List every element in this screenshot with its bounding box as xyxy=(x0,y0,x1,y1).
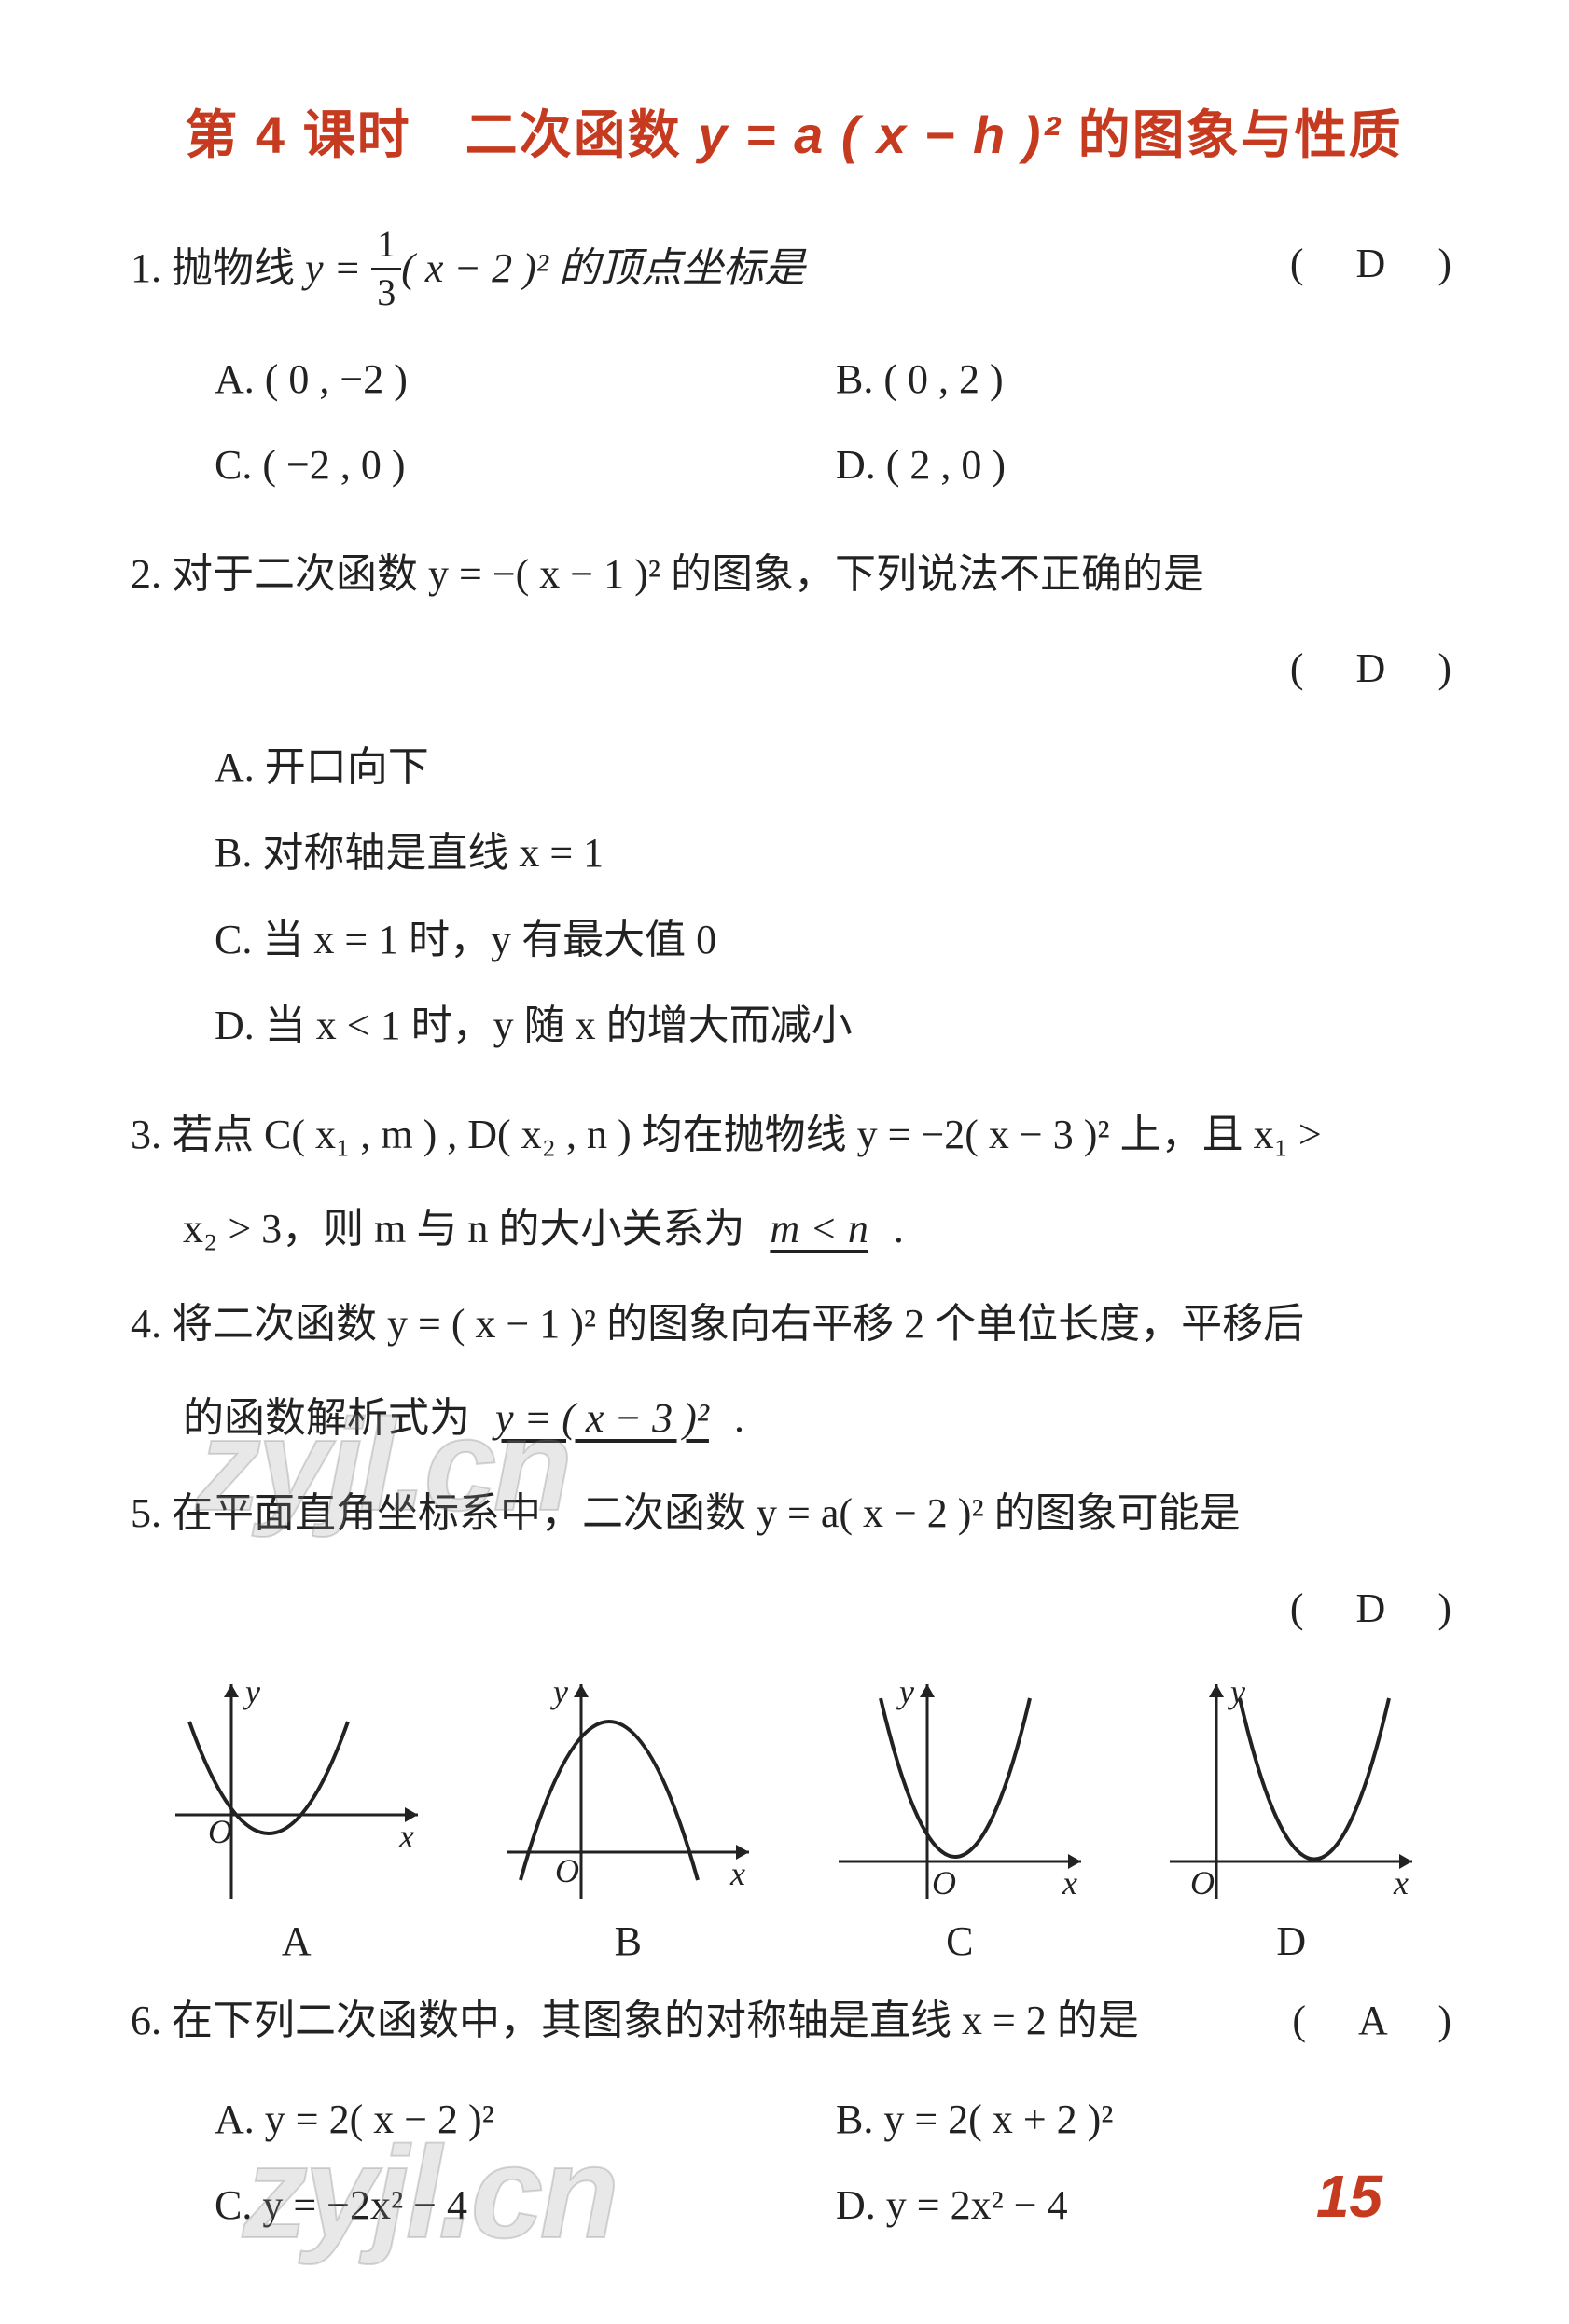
q2-number: 2. xyxy=(131,551,172,597)
q1-number: 1. xyxy=(131,245,172,291)
q6-opt-a: A. y = 2( x − 2 )² xyxy=(215,2077,836,2163)
question-3: 3. 若点 C( x₁ , m ) , D( x₂ , n ) 均在抛物线 y … xyxy=(131,1096,1457,1174)
q1-stem: 抛物线 y = 13( x − 2 )² 的顶点坐标是 xyxy=(172,245,805,291)
graph-c: O x y C xyxy=(820,1666,1100,1965)
q4-stem-line2-post: . xyxy=(734,1395,744,1441)
title-prefix: 第 4 课时 二次函数 xyxy=(185,105,698,164)
svg-text:x: x xyxy=(1062,1864,1077,1902)
q5-number: 5. xyxy=(131,1490,172,1536)
q2-opt-b: B. 对称轴是直线 x = 1 xyxy=(215,810,1457,896)
q6-answer: ( A ) xyxy=(1292,1982,1457,2060)
page-number: 15 xyxy=(1316,2162,1382,2231)
q3-stem-line2-pre: x₂ > 3，则 m 与 n 的大小关系为 xyxy=(183,1206,744,1252)
q4-number: 4. xyxy=(131,1301,172,1347)
q6-stem: 在下列二次函数中，其图象的对称轴是直线 x = 2 的是 xyxy=(172,1998,1139,2043)
svg-text:y: y xyxy=(550,1673,568,1710)
q2-opt-c: C. 当 x = 1 时，y 有最大值 0 xyxy=(215,897,1457,983)
graph-b-svg: O x y xyxy=(488,1666,768,1908)
svg-text:x: x xyxy=(1393,1864,1409,1902)
q1-opt-c: C. ( −2 , 0 ) xyxy=(215,422,836,508)
q6-opt-c: C. y = −2x² − 4 xyxy=(215,2163,836,2248)
question-6: 6. 在下列二次函数中，其图象的对称轴是直线 x = 2 的是 ( A ) xyxy=(131,1982,1457,2060)
question-4: 4. 将二次函数 y = ( x − 1 )² 的图象向右平移 2 个单位长度，… xyxy=(131,1285,1457,1363)
question-2: 2. 对于二次函数 y = −( x − 1 )² 的图象，下列说法不正确的是 xyxy=(131,535,1457,614)
question-3-line2: x₂ > 3，则 m 与 n 的大小关系为 m < n . xyxy=(131,1190,1457,1268)
graph-b-label: B xyxy=(488,1917,768,1965)
q5-answer: ( D ) xyxy=(1290,1570,1457,1648)
q1-answer: ( D ) xyxy=(1290,225,1457,303)
q3-number: 3. xyxy=(131,1112,172,1157)
q2-stem: 对于二次函数 y = −( x − 1 )² 的图象，下列说法不正确的是 xyxy=(172,551,1204,597)
question-5-ansline: ( D ) xyxy=(131,1570,1457,1648)
q1-stem-pre: 抛物线 xyxy=(172,245,305,291)
svg-text:O: O xyxy=(932,1864,956,1902)
question-5: 5. 在平面直角坐标系中，二次函数 y = a( x − 2 )² 的图象可能是 xyxy=(131,1474,1457,1553)
graph-c-svg: O x y xyxy=(820,1666,1100,1908)
q6-number: 6. xyxy=(131,1998,172,2043)
q6-opt-b: B. y = 2( x + 2 )² xyxy=(836,2077,1457,2163)
graph-a: O x y A xyxy=(157,1666,437,1965)
q2-opt-d: D. 当 x < 1 时，y 随 x 的增大而减小 xyxy=(215,983,1457,1069)
svg-text:O: O xyxy=(555,1852,579,1889)
title-suffix: 的图象与性质 xyxy=(1062,105,1403,164)
question-1: 1. 抛物线 y = 13( x − 2 )² 的顶点坐标是 ( D ) xyxy=(131,225,1457,320)
graph-a-label: A xyxy=(157,1917,437,1965)
q5-stem: 在平面直角坐标系中，二次函数 y = a( x − 2 )² 的图象可能是 xyxy=(172,1490,1241,1536)
graph-b: O x y B xyxy=(488,1666,768,1965)
svg-text:x: x xyxy=(398,1818,414,1855)
title-formula: y = a ( x − h )² xyxy=(698,105,1062,164)
q1-opt-d: D. ( 2 , 0 ) xyxy=(836,422,1457,508)
graph-a-svg: O x y xyxy=(157,1666,437,1908)
graph-c-label: C xyxy=(820,1917,1100,1965)
q1-fraction: 13 xyxy=(371,221,401,316)
q6-options: A. y = 2( x − 2 )² B. y = 2( x + 2 )² C.… xyxy=(215,2077,1457,2249)
q1-opt-a: A. ( 0 , −2 ) xyxy=(215,337,836,422)
graph-d-svg: O x y xyxy=(1151,1666,1431,1908)
q2-opt-a: A. 开口向下 xyxy=(215,725,1457,810)
q4-blank-answer: y = ( x − 3 )² xyxy=(480,1395,724,1441)
graph-d-label: D xyxy=(1151,1917,1431,1965)
lesson-title: 第 4 课时 二次函数 y = a ( x − h )² 的图象与性质 xyxy=(131,93,1457,169)
worksheet-page: 第 4 课时 二次函数 y = a ( x − h )² 的图象与性质 1. 抛… xyxy=(0,0,1569,2324)
svg-text:O: O xyxy=(208,1813,232,1850)
q3-stem-line1: 若点 C( x₁ , m ) , D( x₂ , n ) 均在抛物线 y = −… xyxy=(172,1112,1322,1157)
question-4-line2: 的函数解析式为 y = ( x − 3 )² . xyxy=(131,1379,1457,1458)
q3-stem-line2-post: . xyxy=(894,1206,904,1252)
svg-text:y: y xyxy=(896,1673,914,1710)
q2-answer: ( D ) xyxy=(1290,629,1457,708)
graph-d: O x y D xyxy=(1151,1666,1431,1965)
q2-options: A. 开口向下 B. 对称轴是直线 x = 1 C. 当 x = 1 时，y 有… xyxy=(215,725,1457,1070)
svg-text:O: O xyxy=(1190,1864,1215,1902)
q1-options: A. ( 0 , −2 ) B. ( 0 , 2 ) C. ( −2 , 0 )… xyxy=(215,337,1457,509)
q1-stem-post: ( x − 2 )² 的顶点坐标是 xyxy=(401,245,805,291)
q4-stem-line2-pre: 的函数解析式为 xyxy=(183,1395,470,1441)
q4-stem-line1: 将二次函数 y = ( x − 1 )² 的图象向右平移 2 个单位长度，平移后 xyxy=(172,1301,1304,1347)
q5-graphs: O x y A O x y B xyxy=(131,1666,1457,1965)
svg-text:x: x xyxy=(729,1855,745,1892)
question-2-ansline: ( D ) xyxy=(131,629,1457,708)
q3-blank-answer: m < n xyxy=(755,1206,882,1252)
q1-opt-b: B. ( 0 , 2 ) xyxy=(836,337,1457,422)
svg-text:y: y xyxy=(243,1673,260,1710)
